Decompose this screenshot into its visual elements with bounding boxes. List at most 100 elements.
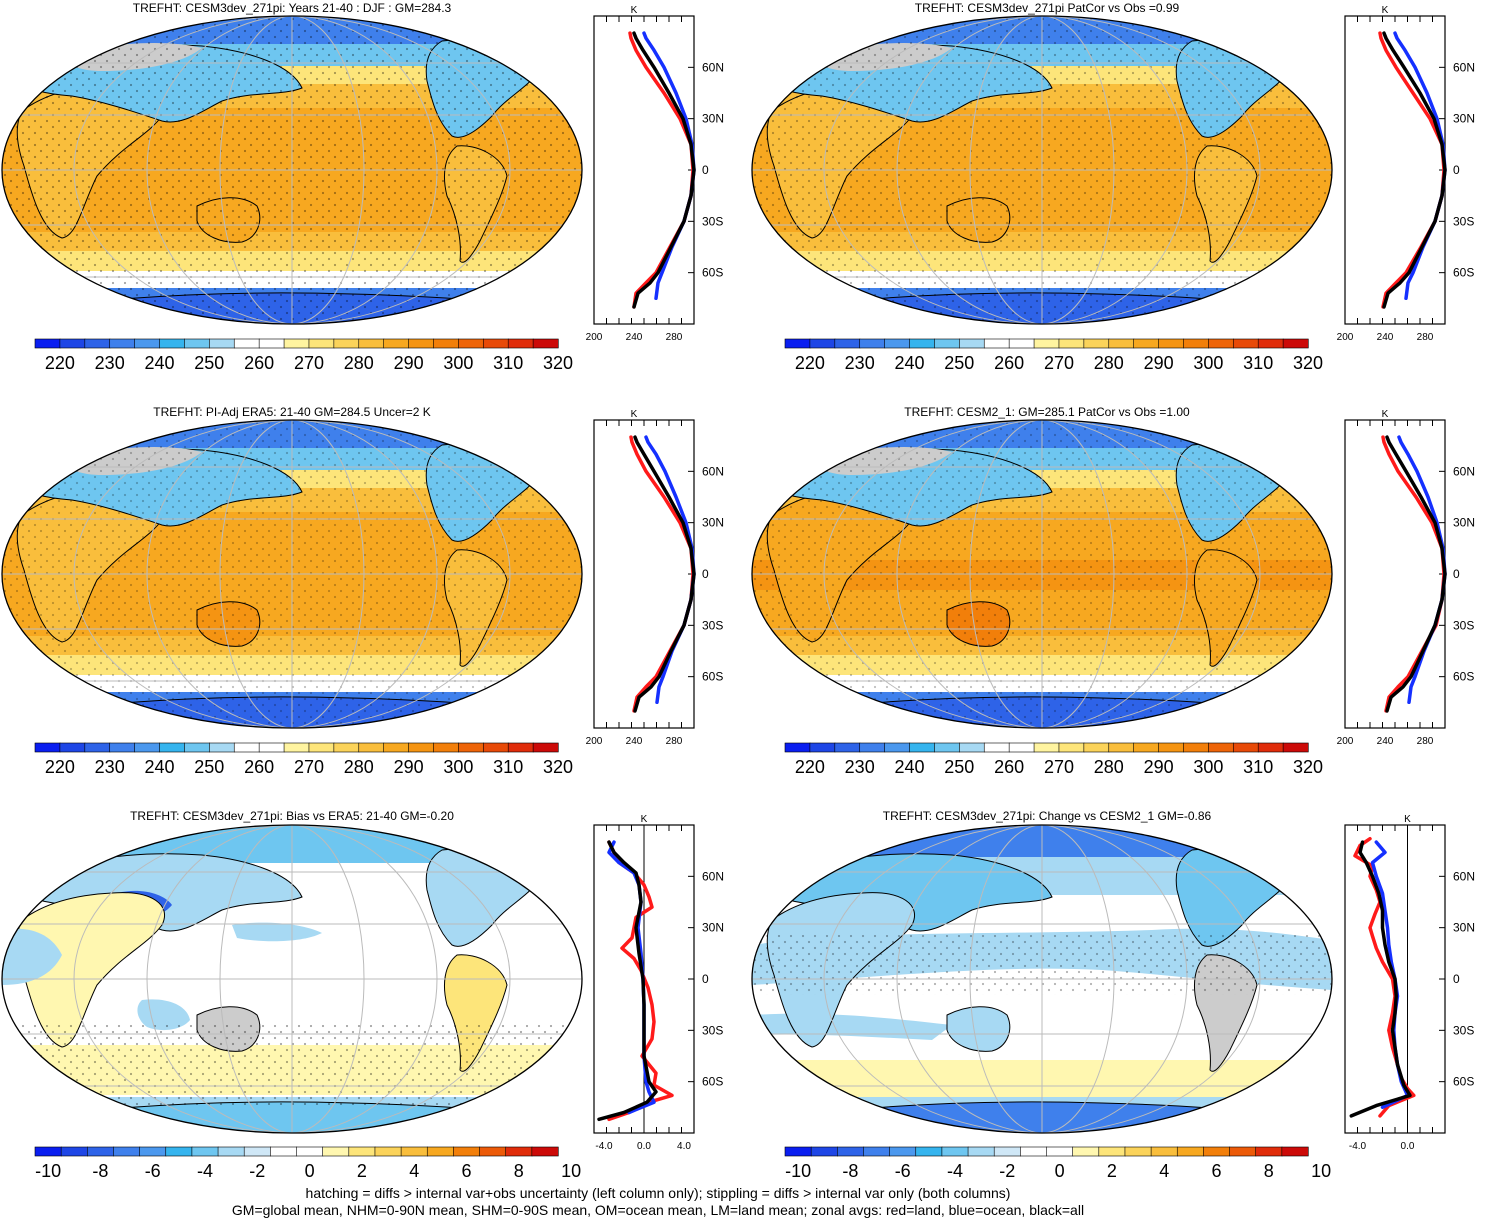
map bbox=[1, 419, 583, 729]
colorbar-labels: 220 230 240 250 260 270 280 290 300 310 320 bbox=[795, 353, 1323, 373]
zonal-lat-tick-label: 0 bbox=[1453, 567, 1460, 581]
colorbar-swatch bbox=[983, 338, 1010, 349]
colorbar-swatch bbox=[408, 742, 435, 753]
colorbar-swatches bbox=[34, 338, 559, 349]
colorbar-swatch bbox=[1229, 1146, 1257, 1157]
colorbar-swatch bbox=[258, 338, 285, 349]
colorbar-swatch bbox=[322, 1146, 350, 1157]
panel-title: TREFHT: PI-Adj ERA5: 21-40 GM=284.5 Unce… bbox=[153, 405, 430, 419]
colorbar-tick-label: -8 bbox=[92, 1161, 108, 1181]
colorbar-swatch bbox=[1257, 742, 1284, 753]
zonal-lat-tick-label: 60S bbox=[702, 1075, 723, 1089]
colorbar-tick-label: -6 bbox=[145, 1161, 161, 1181]
zonal-lat-tick-label: 30N bbox=[1453, 112, 1475, 126]
colorbar-tick-label: 0 bbox=[305, 1161, 315, 1181]
colorbar-swatch bbox=[967, 1146, 995, 1157]
colorbar-swatch bbox=[1083, 742, 1110, 753]
colorbar-swatch bbox=[433, 742, 459, 753]
colorbar-swatch bbox=[1083, 338, 1110, 349]
colorbar-tick-label: 260 bbox=[994, 353, 1024, 373]
zonal-lat-tick-label: 60N bbox=[1453, 60, 1475, 74]
colorbar-swatch bbox=[1058, 742, 1085, 753]
zonal-x-tick-label: 280 bbox=[666, 332, 683, 343]
zonal-lat-tick-label: 60S bbox=[1453, 670, 1474, 684]
map bbox=[1, 15, 583, 325]
zonal-line-ocean bbox=[1393, 31, 1447, 301]
colorbar-swatch bbox=[383, 338, 410, 349]
colorbar-tick-label: 4 bbox=[1159, 1161, 1169, 1181]
colorbar: 220 230 240 250 260 270 280 290 300 310 320 bbox=[34, 742, 573, 777]
colorbar-swatch bbox=[258, 742, 285, 753]
zonal-x-tick-label: -4.0 bbox=[595, 1141, 613, 1152]
colorbar: 220 230 240 250 260 270 280 290 300 310 320 bbox=[34, 338, 573, 373]
zonal-lat-tick-label: 0 bbox=[702, 972, 709, 986]
zonal-line-all bbox=[1382, 31, 1447, 309]
colorbar-tick-label: 320 bbox=[543, 353, 573, 373]
zonal-lat-tick-label: 30S bbox=[702, 214, 723, 228]
colorbar-tick-label: 10 bbox=[1311, 1161, 1331, 1181]
colorbar-tick-label: -2 bbox=[999, 1161, 1015, 1181]
colorbar-swatch bbox=[934, 338, 960, 349]
zonal-lat-tick-label: 30N bbox=[1453, 516, 1475, 530]
zonal-x-tick-label: 200 bbox=[1337, 736, 1354, 747]
zonal-units: K bbox=[631, 5, 638, 16]
colorbar-swatch bbox=[109, 742, 136, 753]
zonal-lat-tick-label: 60N bbox=[702, 60, 724, 74]
colorbar-swatch bbox=[1255, 1146, 1283, 1157]
colorbar-tick-label: 8 bbox=[514, 1161, 524, 1181]
colorbar-swatch bbox=[34, 1146, 62, 1157]
colorbar-tick-label: 310 bbox=[1243, 757, 1273, 777]
colorbar-swatch bbox=[308, 338, 335, 349]
colorbar-swatch bbox=[217, 1146, 245, 1157]
zonal-x-tick-label: 240 bbox=[1377, 736, 1394, 747]
colorbar-swatch bbox=[834, 338, 861, 349]
colorbar-swatch bbox=[1203, 1146, 1231, 1157]
colorbar-swatch bbox=[1150, 1146, 1178, 1157]
colorbar-swatch bbox=[1208, 742, 1234, 753]
colorbar-tick-label: 6 bbox=[461, 1161, 471, 1181]
colorbar-tick-label: 8 bbox=[1264, 1161, 1274, 1181]
zonal-lat-tick-label: 0 bbox=[1453, 972, 1460, 986]
colorbar-swatch bbox=[909, 742, 936, 753]
colorbar-swatch bbox=[209, 338, 235, 349]
colorbar-swatch bbox=[993, 1146, 1021, 1157]
map bbox=[751, 15, 1333, 325]
zonal-lat-tick-label: 30S bbox=[702, 618, 723, 632]
zonal-lat-tick-label: 60S bbox=[1453, 1075, 1474, 1089]
map bbox=[751, 419, 1333, 729]
colorbar-swatches bbox=[784, 742, 1309, 753]
map bbox=[1, 824, 583, 1134]
colorbar-swatch bbox=[358, 338, 385, 349]
colorbar-swatch bbox=[433, 338, 459, 349]
colorbar-swatch bbox=[1232, 742, 1259, 753]
zonal-line-all bbox=[633, 435, 696, 713]
colorbar-tick-label: -2 bbox=[249, 1161, 265, 1181]
colorbar-tick-label: 300 bbox=[443, 757, 473, 777]
colorbar-tick-label: 310 bbox=[493, 757, 523, 777]
colorbar-tick-label: 4 bbox=[409, 1161, 419, 1181]
zonal-line-all bbox=[1385, 435, 1447, 713]
zonal-plot: K 200 240 280 60N 30N 0 30S 60S bbox=[1337, 5, 1475, 343]
colorbar-labels: 220 230 240 250 260 270 280 290 300 310 320 bbox=[795, 757, 1323, 777]
colorbar-swatch bbox=[1033, 742, 1060, 753]
colorbar-tick-label: 2 bbox=[357, 1161, 367, 1181]
colorbar-tick-label: 240 bbox=[144, 353, 174, 373]
colorbar-swatch bbox=[784, 742, 811, 753]
zonal-x-tick-label: 280 bbox=[1417, 736, 1434, 747]
panel-title: TREFHT: CESM3dev_271pi: Bias vs ERA5: 21… bbox=[130, 809, 454, 823]
colorbar-tick-label: 270 bbox=[294, 757, 324, 777]
zonal-plot: K -4.0 0.0 60N 30N 0 30S 60S bbox=[1344, 814, 1475, 1152]
colorbar-swatch bbox=[863, 1146, 891, 1157]
colorbar-swatch bbox=[333, 338, 360, 349]
colorbar-swatch bbox=[884, 742, 911, 753]
zonal-x-tick-label: 4.0 bbox=[677, 1141, 691, 1152]
colorbar-tick-label: 300 bbox=[443, 353, 473, 373]
colorbar-swatch bbox=[283, 742, 310, 753]
colorbar-tick-label: 220 bbox=[795, 353, 825, 373]
colorbar-swatch bbox=[383, 742, 410, 753]
zonal-lat-tick-label: 60S bbox=[702, 266, 723, 280]
zonal-line-all bbox=[632, 31, 696, 309]
colorbar-tick-label: 220 bbox=[795, 757, 825, 777]
colorbar-swatch bbox=[1158, 742, 1185, 753]
colorbar-swatch bbox=[959, 338, 985, 349]
